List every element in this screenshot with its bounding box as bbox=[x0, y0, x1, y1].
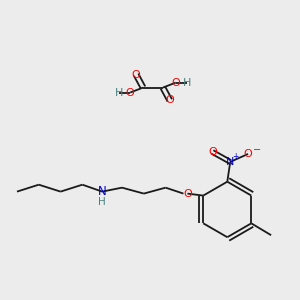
Text: N: N bbox=[226, 157, 234, 167]
Text: H: H bbox=[182, 78, 191, 88]
Text: O: O bbox=[126, 88, 135, 98]
Text: O: O bbox=[132, 70, 140, 80]
Text: O: O bbox=[183, 189, 192, 199]
Text: N: N bbox=[98, 185, 106, 198]
Text: H: H bbox=[115, 88, 124, 98]
Text: H: H bbox=[98, 196, 106, 206]
Text: O: O bbox=[208, 147, 217, 157]
Text: O: O bbox=[171, 78, 180, 88]
Text: −: − bbox=[253, 145, 261, 155]
Text: O: O bbox=[244, 149, 253, 159]
Text: O: O bbox=[165, 95, 174, 106]
Text: +: + bbox=[232, 152, 238, 161]
